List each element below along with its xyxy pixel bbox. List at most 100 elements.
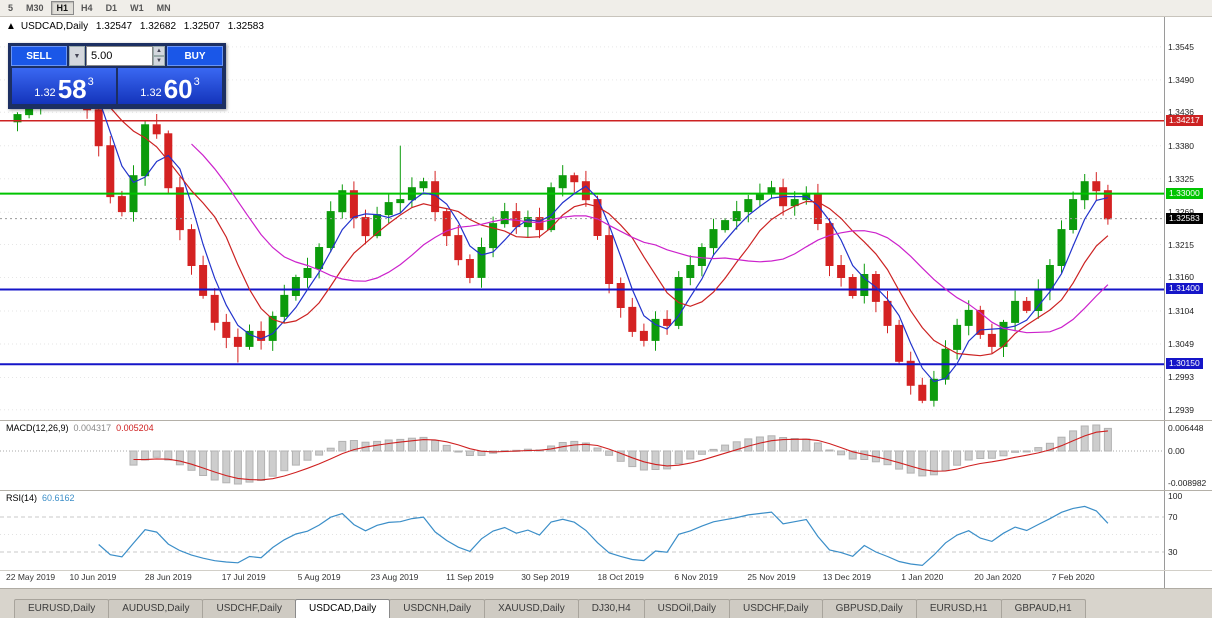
price-axis-tick: 1.2939: [1168, 404, 1194, 415]
macd-panel-canvas[interactable]: [0, 420, 1164, 490]
chart-ohlc-header: ▲ USDCAD,Daily 1.32547 1.32682 1.32507 1.…: [6, 21, 269, 32]
time-axis-label: 30 Sep 2019: [521, 572, 570, 582]
chart-symbol-label: USDCAD,Daily: [20, 21, 89, 32]
chart-tab-eurusd-daily[interactable]: EURUSD,Daily: [14, 599, 110, 618]
macd-panel-separator[interactable]: [0, 420, 1212, 421]
time-axis-label: 22 May 2019: [6, 572, 56, 582]
buy-button[interactable]: BUY: [167, 46, 223, 66]
time-axis-label: 13 Dec 2019: [822, 572, 871, 582]
main-chart-canvas[interactable]: [0, 17, 1164, 420]
time-axis-label: 17 Jul 2019: [221, 572, 266, 582]
volume-input[interactable]: [86, 46, 153, 66]
chart-tab-bar: EURUSD,Daily AUDUSD,Daily USDCHF,Daily USDC…: [0, 597, 1212, 618]
price-axis[interactable]: 1.35451.34901.34361.33801.33251.32691.32…: [1164, 17, 1212, 588]
ohlc-high: 1.32682: [139, 21, 177, 32]
time-axis[interactable]: 22 May 2019 10 Jun 2019 28 Jun 2019 17 Jul …: [0, 572, 1164, 588]
chart-tab-usdcad-daily[interactable]: USDCAD,Daily: [295, 599, 391, 618]
macd-label: MACD(12,26,9): [6, 423, 69, 433]
timeframe-button-5[interactable]: 5: [8, 3, 14, 13]
time-axis-label: 25 Nov 2019: [747, 572, 796, 582]
time-axis-label: 23 Aug 2019: [370, 572, 419, 582]
ohlc-close: 1.32583: [227, 21, 264, 32]
chart-collapse-icon[interactable]: ▲: [6, 21, 16, 32]
level-price-badge: 1.30150: [1166, 358, 1203, 370]
time-axis-label: 6 Nov 2019: [674, 572, 718, 582]
rsi-value: 60.6162: [42, 493, 75, 503]
macd-indicator-header: MACD(12,26,9) 0.004317 0.005204: [6, 423, 154, 433]
ohlc-open: 1.32547: [95, 21, 133, 32]
rsi-panel-separator[interactable]: [0, 490, 1212, 491]
price-axis-tick: 1.3490: [1168, 74, 1194, 85]
macd-axis-min: -0.008982: [1168, 478, 1207, 488]
time-axis-label: 28 Jun 2019: [144, 572, 192, 582]
time-axis-label: 7 Feb 2020: [1051, 572, 1095, 582]
time-axis-label: 10 Jun 2019: [69, 572, 117, 582]
price-axis-tick: 1.3049: [1168, 338, 1194, 349]
chart-tab-usdoil-daily[interactable]: USDOil,Daily: [643, 599, 730, 618]
chart-tab-usdchf-daily[interactable]: USDCHF,Daily: [202, 599, 297, 618]
time-axis-separator: [0, 570, 1212, 571]
rsi-indicator-header: RSI(14) 60.6162: [6, 493, 75, 503]
level-price-badge: 1.34217: [1166, 114, 1203, 126]
macd-axis-zero: 0.00: [1168, 446, 1185, 456]
macd-signal-value: 0.005204: [116, 423, 154, 433]
sell-price-pip: 3: [87, 76, 94, 88]
buy-price-prefix: 1.32: [140, 87, 162, 99]
time-axis-label: 20 Jan 2020: [974, 572, 1022, 582]
buy-price-big: 60: [163, 74, 193, 104]
volume-dropdown-button[interactable]: ▼: [69, 46, 85, 66]
volume-up-button[interactable]: ▲: [153, 46, 165, 56]
price-axis-tick: 1.3325: [1168, 173, 1194, 184]
chart-tab-gbpaud-h1[interactable]: GBPAUD,H1: [1000, 599, 1086, 618]
price-axis-tick: 1.3436: [1168, 107, 1194, 118]
timeframe-button-d1[interactable]: D1: [105, 3, 118, 13]
volume-down-button[interactable]: ▼: [153, 56, 165, 66]
time-axis-label: 18 Oct 2019: [597, 572, 644, 582]
chart-tab-dj30-h4[interactable]: DJ30,H4: [577, 599, 645, 618]
chart-tab-usdchf-daily[interactable]: USDCHF,Daily: [729, 599, 823, 618]
rsi-axis-70: 70: [1168, 512, 1178, 522]
timeframe-toolbar: 5 M30 H1 H4 D1 W1 MN: [0, 0, 1212, 17]
timeframe-button-w1[interactable]: W1: [130, 3, 144, 13]
chart-plot-area[interactable]: ▲ USDCAD,Daily 1.32547 1.32682 1.32507 1.…: [0, 17, 1164, 588]
rsi-axis-100: 100: [1168, 491, 1183, 501]
level-price-badge: 1.31400: [1166, 283, 1203, 295]
price-axis-tick: 1.3545: [1168, 41, 1194, 52]
volume-stepper: ▲ ▼: [153, 46, 165, 66]
chart-tab-usdcnh-daily[interactable]: USDCNH,Daily: [389, 599, 486, 618]
sell-button[interactable]: SELL: [11, 46, 67, 66]
chart-tab-audusd-daily[interactable]: AUDUSD,Daily: [108, 599, 204, 618]
chart-tab-xauusd-daily[interactable]: XAUUSD,Daily: [484, 599, 579, 618]
chart-tab-gbpusd-daily[interactable]: GBPUSD,Daily: [821, 599, 917, 618]
price-axis-tick: 1.3160: [1168, 272, 1194, 283]
price-axis-tick: 1.3215: [1168, 239, 1194, 250]
chart-workspace: ▲ USDCAD,Daily 1.32547 1.32682 1.32507 1.…: [0, 17, 1212, 588]
timeframe-button-h4[interactable]: H4: [81, 3, 93, 13]
rsi-panel-canvas[interactable]: [0, 490, 1164, 570]
timeframe-button-m30[interactable]: M30: [26, 3, 44, 13]
level-price-badge: 1.33000: [1166, 187, 1203, 199]
price-axis-tick: 1.3380: [1168, 140, 1194, 151]
macd-axis-max: 0.006448: [1168, 423, 1204, 433]
time-axis-label: 5 Aug 2019: [297, 572, 341, 582]
price-axis-tick: 1.2993: [1168, 372, 1194, 383]
buy-price-pip: 3: [193, 76, 200, 88]
sell-price-display[interactable]: 1.32 58 3: [12, 68, 116, 104]
sell-price-prefix: 1.32: [34, 87, 56, 99]
rsi-label: RSI(14): [6, 493, 38, 503]
time-axis-label: 1 Jan 2020: [901, 572, 944, 582]
current-price-badge: 1.32583: [1166, 212, 1203, 224]
buy-price-display[interactable]: 1.32 60 3: [118, 68, 222, 104]
rsi-axis-30: 30: [1168, 547, 1178, 557]
price-axis-tick: 1.3269: [1168, 207, 1194, 217]
price-axis-tick: 1.3104: [1168, 306, 1194, 317]
bottom-bar: EURUSD,Daily AUDUSD,Daily USDCHF,Daily USDC…: [0, 588, 1212, 618]
chart-tab-eurusd-h1[interactable]: EURUSD,H1: [915, 599, 1002, 618]
sell-price-big: 58: [57, 74, 87, 104]
timeframe-button-h1[interactable]: H1: [50, 1, 75, 15]
timeframe-button-mn[interactable]: MN: [156, 3, 171, 13]
time-axis-label: 11 Sep 2019: [446, 572, 494, 582]
ohlc-low: 1.32507: [183, 21, 220, 32]
